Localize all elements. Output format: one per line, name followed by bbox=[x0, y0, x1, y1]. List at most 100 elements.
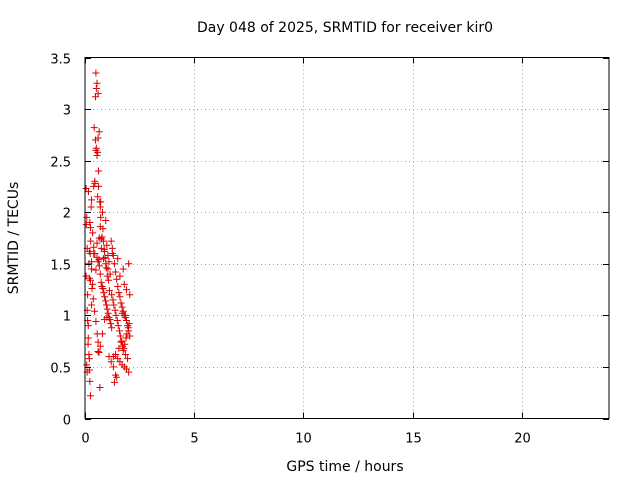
plot-frame bbox=[84, 57, 610, 419]
data-point bbox=[116, 332, 124, 340]
x-tick-label: 15 bbox=[405, 432, 422, 447]
data-point bbox=[119, 346, 127, 354]
data-point bbox=[109, 363, 117, 371]
data-point bbox=[114, 322, 122, 330]
data-point bbox=[100, 289, 108, 297]
data-point bbox=[94, 258, 102, 266]
data-point bbox=[112, 371, 120, 379]
data-point bbox=[126, 291, 134, 299]
data-point bbox=[96, 270, 104, 278]
y-tick-label: 3.5 bbox=[50, 53, 71, 68]
data-point bbox=[88, 258, 96, 266]
data-point bbox=[102, 264, 110, 272]
data-point bbox=[84, 188, 92, 196]
data-point bbox=[83, 213, 91, 221]
data-point bbox=[94, 148, 102, 156]
data-point bbox=[110, 378, 118, 386]
data-point bbox=[95, 167, 103, 175]
data-point bbox=[92, 144, 100, 152]
data-point bbox=[90, 124, 98, 132]
data-point bbox=[89, 229, 97, 237]
data-point bbox=[123, 330, 131, 338]
data-point bbox=[102, 260, 110, 268]
data-point bbox=[91, 179, 99, 187]
data-point bbox=[94, 347, 102, 355]
data-point bbox=[117, 338, 125, 346]
data-point bbox=[112, 351, 120, 359]
y-tick-label: 0.5 bbox=[50, 362, 71, 377]
data-point bbox=[107, 320, 115, 328]
y-tick-label: 3 bbox=[63, 104, 71, 119]
data-point bbox=[82, 221, 90, 229]
data-point bbox=[88, 196, 96, 204]
data-point bbox=[93, 151, 101, 159]
y-tick-label: 0 bbox=[63, 414, 71, 429]
data-point bbox=[88, 265, 96, 273]
data-point bbox=[121, 311, 129, 319]
data-point bbox=[93, 254, 101, 262]
data-point bbox=[105, 287, 113, 295]
data-point bbox=[92, 318, 100, 326]
data-point bbox=[115, 327, 123, 335]
data-point bbox=[86, 392, 94, 400]
data-point bbox=[124, 355, 132, 363]
data-point bbox=[86, 276, 94, 284]
data-point bbox=[108, 291, 116, 299]
data-point bbox=[115, 289, 123, 297]
data-point bbox=[114, 282, 122, 290]
data-point bbox=[89, 280, 97, 288]
data-point bbox=[103, 305, 111, 313]
data-point bbox=[105, 276, 113, 284]
data-point bbox=[120, 280, 128, 288]
data-point bbox=[100, 255, 108, 263]
data-point bbox=[105, 353, 113, 361]
data-point bbox=[85, 355, 93, 363]
data-point bbox=[107, 237, 115, 245]
data-point bbox=[118, 303, 126, 311]
data-point bbox=[86, 224, 94, 232]
data-point bbox=[99, 285, 107, 293]
data-point bbox=[113, 317, 121, 325]
data-point bbox=[115, 344, 123, 352]
y-tick-label: 2.5 bbox=[50, 156, 71, 171]
data-point bbox=[95, 128, 103, 136]
data-point bbox=[92, 84, 100, 92]
x-tick-label: 20 bbox=[514, 432, 531, 447]
data-point bbox=[114, 255, 122, 263]
data-point bbox=[95, 234, 103, 242]
data-point bbox=[118, 337, 126, 345]
data-point bbox=[88, 301, 96, 309]
x-tick-label: 5 bbox=[190, 432, 198, 447]
data-point bbox=[124, 324, 132, 332]
data-point bbox=[116, 293, 124, 301]
data-point bbox=[117, 299, 125, 307]
data-point bbox=[108, 324, 116, 332]
data-point bbox=[96, 342, 104, 350]
data-point bbox=[94, 338, 102, 346]
data-point bbox=[103, 241, 111, 249]
data-point bbox=[102, 301, 110, 309]
data-point bbox=[110, 260, 118, 268]
grid-layer bbox=[85, 57, 609, 419]
data-point bbox=[99, 225, 107, 233]
y-tick-label: 2 bbox=[63, 207, 71, 222]
data-point bbox=[90, 243, 98, 251]
points-layer bbox=[82, 69, 134, 400]
data-point bbox=[98, 233, 106, 241]
data-point bbox=[100, 245, 108, 253]
data-point bbox=[91, 307, 99, 315]
data-point bbox=[92, 266, 100, 274]
data-point bbox=[97, 244, 105, 252]
data-point bbox=[95, 348, 103, 356]
data-point bbox=[104, 265, 112, 273]
data-point bbox=[107, 358, 115, 366]
data-point bbox=[110, 301, 118, 309]
data-point bbox=[121, 340, 129, 348]
data-point bbox=[102, 216, 110, 224]
data-point bbox=[88, 285, 96, 293]
data-point bbox=[97, 198, 105, 206]
data-point bbox=[111, 306, 119, 314]
data-point bbox=[84, 334, 92, 342]
data-point bbox=[112, 311, 120, 319]
